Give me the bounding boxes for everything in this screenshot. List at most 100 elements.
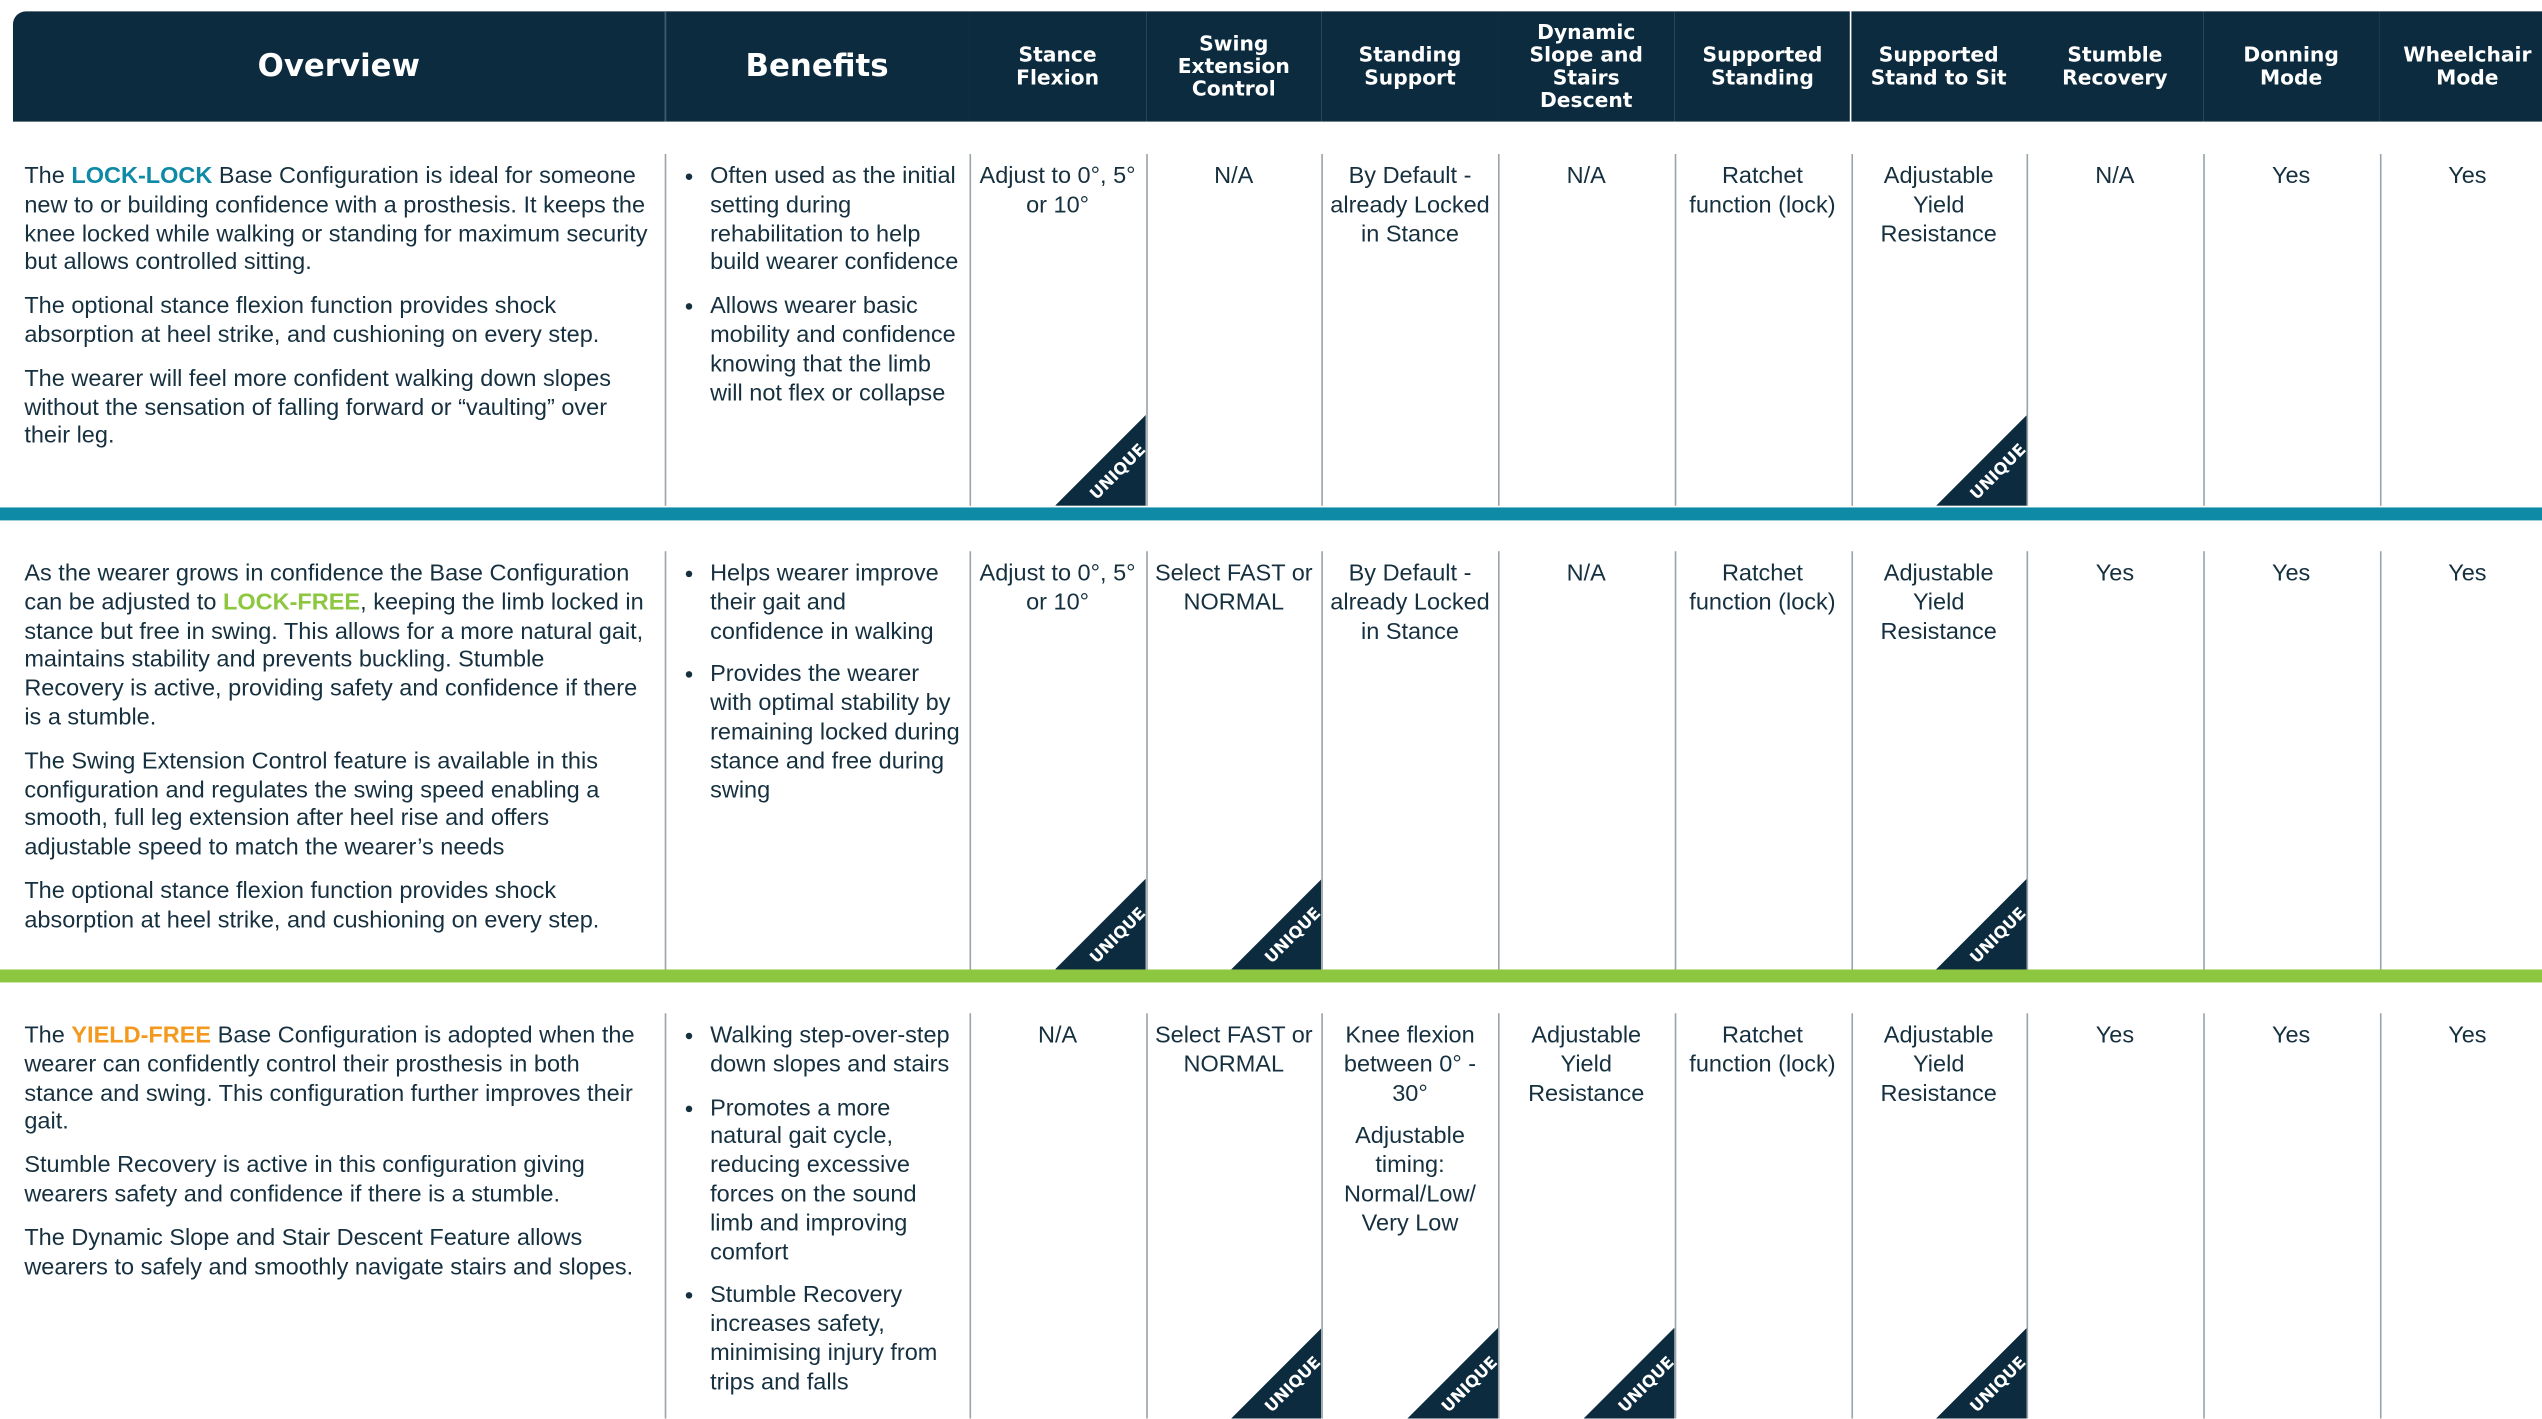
paragraph: As the wearer grows in confidence the Ba… [24, 561, 648, 734]
paragraph: The Dynamic Slope and Stair Descent Feat… [24, 1225, 648, 1283]
unique-badge: UNIQUE [1054, 415, 1146, 506]
benefits-list: Walking step-over-step down slopes and s… [674, 1023, 963, 1413]
feature-cell: Yes [2033, 1023, 2196, 1066]
column-divider [969, 551, 972, 970]
column-divider [664, 1013, 667, 1419]
feature-cell: Adjustable Yield Resistance [1857, 164, 2020, 265]
column-divider [2026, 1013, 2029, 1419]
column-divider [1674, 551, 1676, 970]
benefit-item: Promotes a more natural gait cycle, redu… [710, 1095, 963, 1268]
column-divider [1850, 1013, 1853, 1419]
overview-text: As the wearer grows in confidence the Ba… [24, 561, 648, 951]
cell-text: N/A [1566, 163, 1606, 190]
unique-badge: UNIQUE [1936, 1327, 2027, 1419]
text-run: The [24, 163, 72, 190]
column-divider [1498, 1013, 1500, 1419]
paragraph: The LOCK-LOCK Base Configuration is idea… [24, 164, 648, 279]
unique-badge: UNIQUE [1407, 1327, 1499, 1419]
column-divider [1850, 154, 1853, 506]
feature-cell: N/A [976, 1023, 1139, 1066]
benefit-item: Often used as the initial setting during… [710, 164, 963, 279]
unique-badge: UNIQUE [1936, 878, 2027, 970]
column-header: Stance Flexion [969, 11, 1146, 122]
paragraph: The optional stance flexion function pro… [24, 879, 648, 937]
cell-text: Select FAST or NORMAL [1154, 560, 1313, 616]
text-run: The [24, 1022, 72, 1049]
feature-cell: Knee flexion between 0° - 30° Adjustable … [1328, 1023, 1491, 1254]
text-run: Base Configuration is ideal for someone … [24, 163, 648, 277]
paragraph: The wearer will feel more confident walk… [24, 366, 648, 453]
column-header: Standing Support [1321, 11, 1499, 122]
feature-cell: Yes [2210, 1023, 2373, 1066]
column-divider [1498, 154, 1500, 506]
feature-cell: N/A [2033, 164, 2196, 207]
column-divider [1850, 551, 1853, 970]
overview-text: The LOCK-LOCK Base Configuration is idea… [24, 164, 648, 467]
paragraph: Stumble Recovery is active in this confi… [24, 1153, 648, 1211]
text-run: The Swing Extension Control feature is a… [24, 748, 600, 862]
column-divider [2203, 1013, 2205, 1419]
feature-cell: Yes [2386, 1023, 2542, 1066]
unique-badge: UNIQUE [1583, 1327, 1675, 1419]
cell-text: Select FAST or NORMAL [1154, 1022, 1313, 1078]
column-header: Stumble Recovery [2026, 11, 2204, 122]
cell-text: Yes [2448, 560, 2487, 587]
benefits-list: Helps wearer improve their gait and conf… [674, 561, 963, 821]
column-divider [2026, 551, 2029, 970]
feature-cell: N/A [1505, 561, 1668, 604]
feature-cell: Yes [2033, 561, 2196, 604]
feature-cell: Select FAST or NORMAL [1152, 1023, 1315, 1095]
text-run: The optional stance flexion function pro… [24, 878, 600, 934]
feature-cell: Adjustable Yield Resistance [1857, 1023, 2020, 1124]
unique-badge: UNIQUE [1936, 415, 2027, 506]
benefit-item: Provides the wearer with optimal stabili… [710, 662, 963, 806]
column-header: Overview [12, 11, 665, 122]
row-band [0, 507, 2542, 521]
cell-text: Ratchet function (lock) [1689, 1022, 1836, 1078]
text-run: Base Configuration is adopted when the w… [24, 1022, 635, 1136]
cell-text: Yes [2095, 560, 2135, 587]
column-divider [1321, 1013, 1324, 1419]
text-run: YIELD-FREE [71, 1022, 212, 1049]
paragraph: The YIELD-FREE Base Configuration is ado… [24, 1023, 648, 1138]
column-header: Benefits [664, 11, 970, 122]
column-divider [2379, 551, 2381, 970]
feature-cell: Select FAST or NORMAL [1152, 561, 1315, 633]
cell-text: Adjust to 0°, 5° or 10° [979, 560, 1136, 616]
benefit-item: Stumble Recovery increases safety, minim… [710, 1283, 963, 1398]
column-header: Supported Stand to Sit [1850, 11, 2027, 122]
column-divider [1674, 1013, 1676, 1419]
cell-text: Adjustable Yield Resistance [1880, 560, 1997, 645]
benefit-item: Helps wearer improve their gait and conf… [710, 561, 963, 648]
feature-cell: By Default - already Locked in Stance [1328, 561, 1491, 662]
benefit-item: Allows wearer basic mobility and confide… [710, 294, 963, 409]
cell-text: Knee flexion between 0° - 30° [1343, 1022, 1477, 1107]
text-run: As the wearer grows in confidence the Ba… [24, 560, 630, 616]
cell-text: Adjust to 0°, 5° or 10° [979, 163, 1136, 219]
column-divider [1145, 154, 1148, 506]
column-divider [664, 551, 667, 970]
cell-text: Yes [2271, 163, 2311, 190]
feature-cell: Ratchet function (lock) [1681, 1023, 1844, 1095]
unique-badge: UNIQUE [1231, 878, 1322, 970]
feature-cell: Adjustable Yield Resistance [1857, 561, 2020, 662]
overview-text: The YIELD-FREE Base Configuration is ado… [24, 1023, 648, 1298]
cell-text: Adjustable Yield Resistance [1528, 1022, 1645, 1107]
unique-badge: UNIQUE [1231, 1327, 1322, 1419]
cell-text: Yes [2271, 560, 2311, 587]
feature-cell: Adjust to 0°, 5° or 10° [976, 561, 1139, 633]
feature-cell: N/A [1152, 164, 1315, 207]
cell-text: N/A [2095, 163, 2135, 190]
text-run: The Dynamic Slope and Stair Descent Feat… [24, 1225, 634, 1281]
cell-text: Yes [2271, 1022, 2311, 1049]
header-divider [664, 11, 667, 122]
unique-badge: UNIQUE [1054, 878, 1146, 970]
column-divider [664, 154, 667, 506]
feature-cell: Adjustable Yield Resistance [1505, 1023, 1668, 1124]
cell-text: Yes [2095, 1022, 2135, 1049]
cell-text: Ratchet function (lock) [1689, 163, 1836, 219]
cell-text: Yes [2448, 1022, 2487, 1049]
cell-text: By Default - already Locked in Stance [1330, 163, 1490, 248]
